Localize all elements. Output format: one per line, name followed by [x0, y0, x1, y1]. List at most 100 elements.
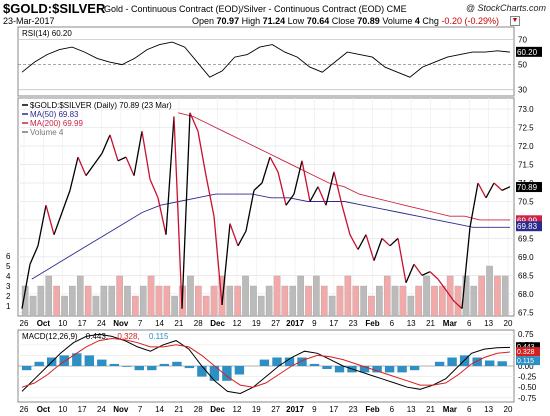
price-segment: [93, 153, 103, 165]
chg-value: -0.20 (-0.29%): [441, 16, 499, 26]
volume-bar: [132, 295, 139, 317]
macd-histogram-bar: [322, 366, 332, 369]
volume-tick-label: 3: [6, 282, 11, 291]
macd-tick-label: 0.00: [518, 362, 534, 371]
price-segment: [357, 234, 367, 250]
volume-bar: [336, 285, 344, 317]
volume-bar: [486, 265, 493, 317]
price-x-tick-label: 2017: [286, 319, 304, 328]
volume-bar: [415, 285, 422, 317]
volume-bar: [242, 275, 249, 317]
macd-histogram-bar: [147, 366, 157, 371]
price-segment: [197, 131, 207, 176]
macd-x-tick-label: Dec: [210, 405, 225, 414]
triangle-down-icon[interactable]: ▼: [510, 16, 520, 26]
volume-bar: [37, 285, 45, 317]
price-segment: [445, 289, 455, 302]
macd-x-tick-label: 26: [20, 405, 29, 414]
price-legend-entry: MA(200) 69.99: [30, 119, 83, 128]
price-segment: [205, 175, 215, 217]
volume-bar: [163, 285, 171, 317]
macd-x-tick-label: 13: [407, 405, 416, 414]
macd-x-tick-label: 23: [349, 405, 358, 414]
close-value: 70.89: [357, 16, 380, 26]
volume-bar: [218, 275, 226, 317]
rsi-tick-label: 70: [518, 36, 527, 45]
macd-x-tick-label: 20: [504, 405, 513, 414]
price-segment: [101, 134, 111, 154]
brand-watermark[interactable]: @ StockCharts.com: [465, 3, 546, 13]
price-segment: [253, 182, 263, 191]
price-x-tick-label: 27: [271, 319, 280, 328]
low-value: 70.64: [306, 16, 330, 26]
price-tick-label: 70.5: [518, 197, 534, 206]
price-segment: [469, 182, 479, 228]
volume-tick-label: 4: [6, 272, 11, 281]
price-segment: [261, 156, 271, 184]
volume-bar: [100, 285, 108, 317]
price-x-tick-label: 13: [484, 319, 493, 328]
price-x-tick-label: 21: [426, 319, 435, 328]
price-x-tick-label: 14: [155, 319, 164, 328]
macd-x-tick-label: 17: [329, 405, 338, 414]
price-tick-label: 67.5: [518, 308, 534, 317]
volume-bar: [155, 285, 163, 317]
price-segment: [229, 223, 239, 247]
price-tick-label: 69.0: [518, 253, 534, 262]
volume-bar: [328, 295, 336, 317]
price-segment: [181, 112, 191, 309]
price-value-label: 70.89: [517, 183, 538, 192]
volume-bar: [61, 295, 68, 317]
volume-bar: [478, 275, 485, 317]
price-segment: [461, 227, 471, 309]
price-x-tick-label: 24: [97, 319, 106, 328]
price-segment: [109, 134, 119, 161]
high-value: 71.24: [262, 16, 286, 26]
price-x-tick-label: 21: [174, 319, 183, 328]
price-x-tick-label: 6: [467, 319, 472, 328]
price-segment: [29, 245, 39, 265]
price-segment: [149, 179, 159, 199]
macd-x-tick-label: Mar: [443, 405, 457, 414]
volume-bar: [116, 275, 123, 317]
volume-bar: [250, 285, 257, 317]
price-x-tick-label: 17: [329, 319, 338, 328]
macd-tick-label: 0.75: [518, 330, 534, 339]
price-x-tick-label: 28: [194, 319, 203, 328]
price-segment: [429, 271, 439, 280]
macd-histogram-bar: [134, 366, 144, 371]
volume-bar: [21, 285, 29, 317]
macd-tick-label: -0.50: [518, 383, 537, 392]
volume-bar: [187, 275, 194, 317]
macd-histogram-bar: [172, 361, 182, 366]
price-segment: [413, 263, 423, 276]
volume-bar: [494, 275, 501, 317]
macd-value-badge: [516, 342, 540, 352]
price-tick-label: 73.0: [518, 105, 534, 114]
chart-header: $GOLD:$SILVER Gold - Continuous Contract…: [0, 0, 550, 44]
price-segment: [165, 116, 175, 235]
price-segment: [45, 205, 55, 235]
volume-bar: [257, 295, 265, 317]
price-x-tick-label: 10: [58, 319, 67, 328]
price-segment: [437, 278, 447, 291]
price-segment: [341, 205, 351, 235]
price-x-tick-label: 7: [138, 319, 143, 328]
volume-bar: [439, 285, 446, 317]
volume-bar: [92, 295, 100, 317]
macd-histogram-bar: [197, 366, 207, 377]
price-x-tick-label: 20: [504, 319, 513, 328]
macd-histogram-bar: [159, 363, 169, 366]
price-segment: [277, 171, 287, 206]
macd-histogram-bar: [122, 366, 132, 367]
volume-bar: [69, 285, 76, 317]
ma200-line: [178, 112, 510, 221]
volume-bar: [376, 285, 383, 317]
volume-bar: [352, 285, 360, 317]
price-x-tick-label: Feb: [365, 319, 379, 328]
price-segment: [37, 205, 47, 246]
price-value-badge: [516, 182, 542, 193]
macd-x-tick-label: 19: [252, 405, 261, 414]
macd-x-tick-label: 27: [271, 405, 280, 414]
